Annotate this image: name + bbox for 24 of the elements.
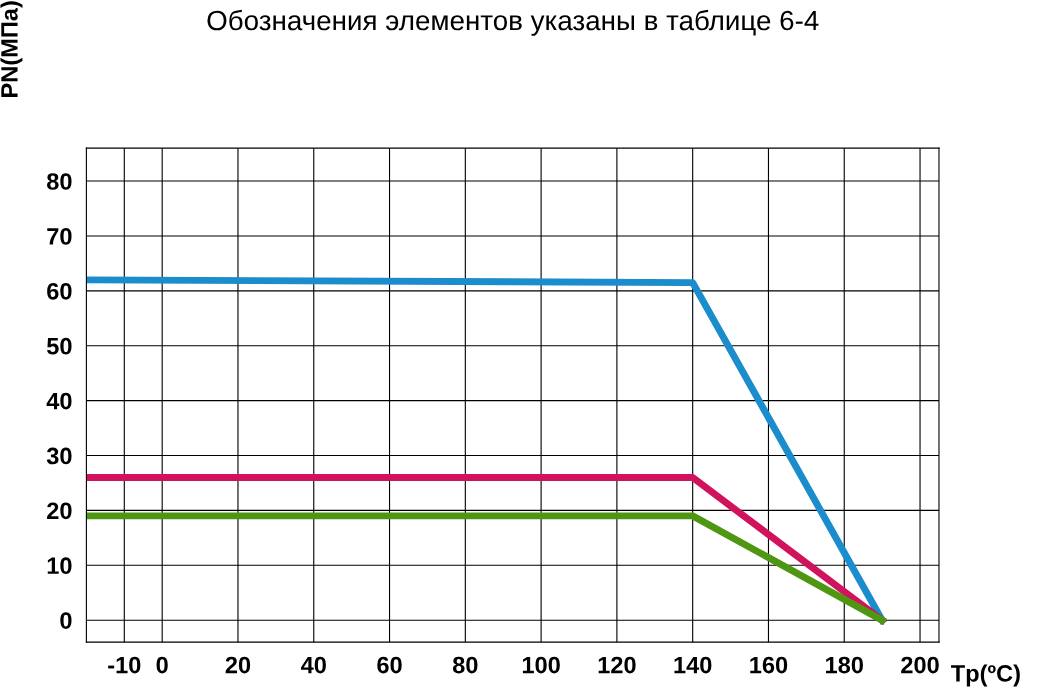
chart-title: Обозначения элементов указаны в таблице 6-4 (207, 9, 819, 36)
x-tick-label: 20 (225, 656, 251, 674)
y-tick-label: 60 (47, 282, 72, 300)
x-tick-label: 0 (156, 656, 168, 674)
x-tick-label: 100 (522, 656, 560, 674)
x-tick-label: 200 (901, 656, 939, 674)
x-axis-title: Tp(ºC) (951, 664, 1020, 687)
y-tick-label: 80 (47, 173, 72, 190)
x-tick-label: 180 (826, 656, 863, 674)
y-tick-label: 50 (46, 337, 72, 355)
x-tick-label: 80 (452, 656, 478, 674)
y-tick-label: 40 (46, 392, 72, 410)
x-tick-label: 160 (750, 656, 788, 674)
x-tick-label: 60 (377, 656, 402, 674)
y-tick-label: 0 (60, 612, 72, 629)
y-tick-label: 30 (46, 447, 72, 465)
x-tick-label: 120 (598, 656, 636, 674)
x-tick-label: 140 (674, 656, 712, 674)
y-axis-title: PN(МПа) (0, 1, 23, 97)
x-tick-label: 40 (300, 656, 326, 674)
y-tick-label: 70 (47, 228, 72, 245)
x-tick-label: -10 (108, 656, 141, 674)
y-tick-label: 10 (47, 557, 72, 575)
y-tick-label: 20 (47, 502, 72, 520)
